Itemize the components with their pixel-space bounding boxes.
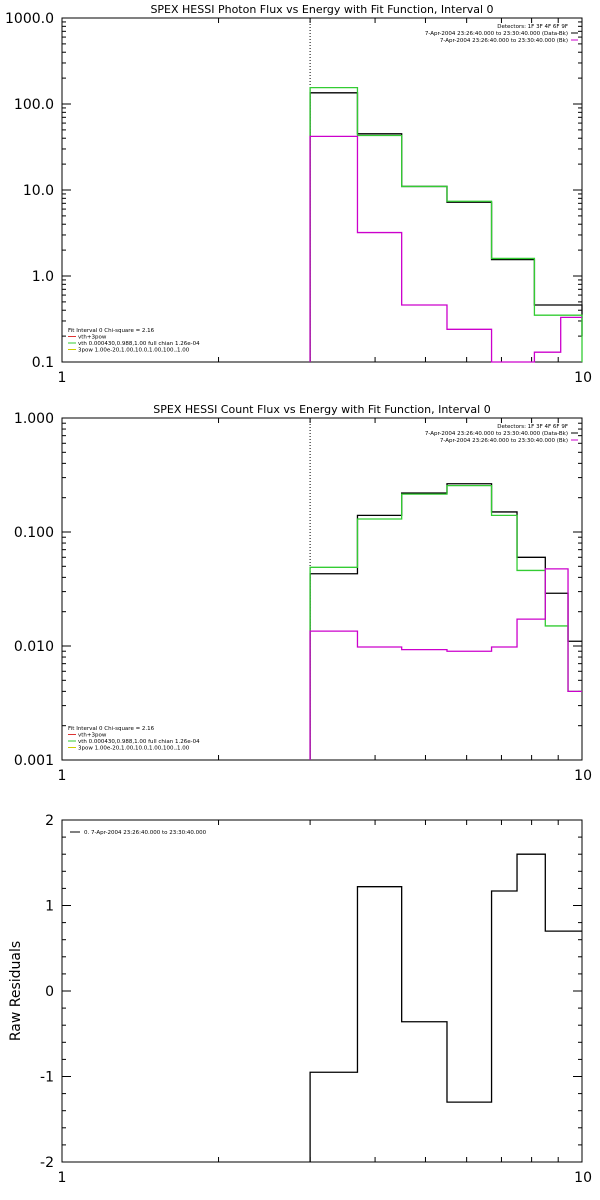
- y-tick-label: 10.0: [23, 183, 54, 199]
- chart-title: SPEX HESSI Count Flux vs Energy with Fit…: [153, 403, 490, 416]
- y-tick-label: -2: [40, 1155, 54, 1171]
- legend-text: Detectors: 1F 3F 4F 6F 9F: [497, 24, 568, 30]
- x-tick-label: 10: [574, 1170, 592, 1186]
- legend-text: Detectors: 1F 3F 4F 6F 9F: [497, 424, 568, 430]
- legend-text: 7-Apr-2004 23:26:40.000 to 23:30:40.000 …: [425, 31, 568, 37]
- plot-frame: [61, 819, 583, 1163]
- series-line-1: [309, 485, 582, 760]
- legend-text: vth+3pow: [78, 733, 107, 739]
- legend-text: Fit Interval 0 Chi-square = 2.16: [68, 726, 155, 732]
- series-line-2: [309, 135, 582, 363]
- x-tick-label: 10: [574, 768, 592, 784]
- legend-text: vth 0.000430,0.988,1.00 full chian 1.26e…: [78, 341, 200, 347]
- y-tick-label: 1000.0: [5, 11, 54, 27]
- chart-panel-0: SPEX HESSI Photon Flux vs Energy with Fi…: [5, 3, 592, 386]
- x-tick-label: 10: [574, 370, 592, 386]
- plot-frame: [61, 17, 583, 363]
- plot-frame: [61, 417, 583, 761]
- legend-text: 7-Apr-2004 23:26:40.000 to 23:30:40.000 …: [425, 431, 568, 437]
- legend-text: Fit Interval 0 Chi-square = 2.16: [68, 328, 155, 334]
- x-tick-label: 1: [58, 370, 67, 386]
- legend-text: 7-Apr-2004 23:26:40.000 to 23:30:40.000 …: [440, 438, 568, 444]
- y-tick-label: 0.1: [32, 355, 54, 371]
- y-axis-label: Raw Residuals: [8, 941, 24, 1041]
- series-line-0: [309, 92, 583, 362]
- y-tick-label: 0: [45, 984, 54, 1000]
- legend-text: vth+3pow: [78, 335, 107, 341]
- x-tick-label: 1: [58, 1170, 67, 1186]
- y-tick-label: 0.010: [14, 639, 54, 655]
- chart-title: SPEX HESSI Photon Flux vs Energy with Fi…: [150, 3, 493, 16]
- y-tick-label: 0.001: [14, 753, 54, 769]
- series-line-0: [309, 853, 582, 1162]
- series-line-2: [309, 568, 582, 760]
- legend-text: 0. 7-Apr-2004 23:26:40.000 to 23:30:40.0…: [84, 830, 207, 836]
- chart-panel-1: SPEX HESSI Count Flux vs Energy with Fit…: [14, 403, 592, 784]
- y-tick-label: 1.000: [14, 411, 54, 427]
- legend-text: 3pow 1.00e-20,1.00,10.0,1.00,100.,1.00: [78, 348, 190, 354]
- legend-text: 3pow 1.00e-20,1.00,10.0,1.00,100.,1.00: [78, 746, 190, 752]
- y-tick-label: 1.0: [32, 269, 54, 285]
- y-tick-label: 1: [45, 899, 54, 915]
- legend-text: 7-Apr-2004 23:26:40.000 to 23:30:40.000 …: [440, 38, 568, 44]
- legend-text: vth 0.000430,0.988,1.00 full chian 1.26e…: [78, 739, 200, 745]
- y-tick-label: 100.0: [14, 97, 54, 113]
- x-tick-label: 1: [58, 768, 67, 784]
- y-tick-label: -1: [40, 1070, 54, 1086]
- y-tick-label: 2: [45, 813, 54, 829]
- series-line-1: [309, 86, 583, 362]
- y-tick-label: 0.100: [14, 525, 54, 541]
- chart-panel-2: -2 -1 0 1 2 1 10 Raw Residuals 0. 7-Apr-2004 23:…: [8, 813, 592, 1186]
- series-line-0: [309, 483, 582, 760]
